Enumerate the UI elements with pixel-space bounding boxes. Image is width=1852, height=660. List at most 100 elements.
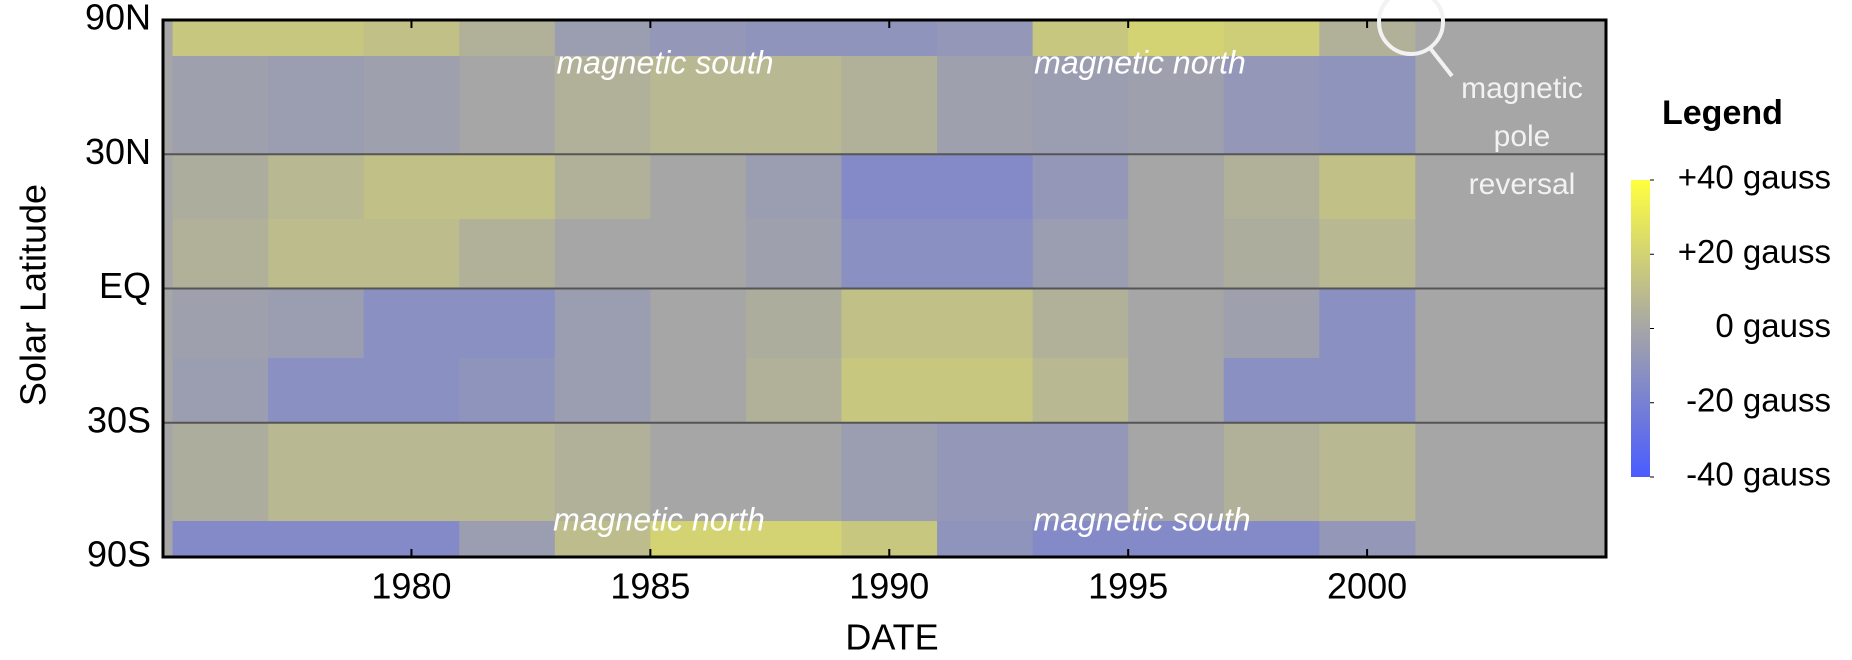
heatmap-cell [937,219,1034,289]
heatmap-cell [1319,55,1416,155]
heatmap-cell [1223,55,1320,155]
heatmap-cell [554,521,651,558]
x-tick-label: 1990 [849,566,929,607]
callout-text: pole [1494,120,1551,153]
heatmap-cell [172,357,269,424]
heatmap-cell [1223,521,1320,558]
heatmap-cell [268,55,365,155]
heatmap-cell [1128,219,1225,289]
heatmap-cell [268,422,365,522]
heatmap-cell [363,422,460,522]
heatmap-cell [554,154,651,220]
callout-line [1428,46,1454,78]
heatmap-cell [172,154,269,220]
heatmap-cell [459,521,556,558]
heatmap-cell [745,219,842,289]
heatmap-cell [650,288,747,359]
annotation: magnetic south [1033,501,1250,537]
heatmap-cell [937,154,1034,220]
heatmap-cell [172,521,269,558]
heatmap-cell [650,55,747,155]
heatmap-cell [268,20,365,57]
heatmap-cell [937,357,1034,424]
heatmap-cell [841,55,938,155]
heatmap-cell [937,422,1034,522]
callout-text: reversal [1469,168,1576,201]
heatmap-cell [745,521,842,558]
x-axis-label: DATE [845,617,938,658]
heatmap-cell [363,219,460,289]
legend-title: Legend [1662,94,1783,132]
heatmap-cell [745,154,842,220]
y-tick-label: 30S [87,399,151,440]
callout-circle [1377,0,1445,56]
annotation: magnetic south [556,44,773,80]
heatmap-cell [172,288,269,359]
heatmap-cell [459,55,556,155]
heatmap-cell [841,154,938,220]
heatmap-cell [1128,357,1225,424]
heatmap-cell [1223,357,1320,424]
heatmap-cell [363,288,460,359]
heatmap-cell [1223,288,1320,359]
heatmap-cell [172,219,269,289]
heatmap-cell [841,219,938,289]
heatmap-cell [268,288,365,359]
heatmap-cell [650,154,747,220]
x-tick-label: 2000 [1327,566,1407,607]
heatmap-cell [841,357,938,424]
heatmap-cell [554,55,651,155]
heatmap-cell [459,288,556,359]
heatmap-cell [554,422,651,522]
heatmap-cell [554,20,651,57]
heatmap-cell [1032,219,1129,289]
heatmap-cell [1128,55,1225,155]
heatmap-cell [172,422,269,522]
x-tick-label: 1995 [1088,566,1168,607]
y-tick-label: 30N [85,131,151,172]
legend-label: 0 gauss [1715,307,1831,344]
heatmap-cell [1128,154,1225,220]
heatmap-cell [745,422,842,522]
heatmap-cell [1319,422,1416,522]
annotation: magnetic north [553,501,765,537]
x-tick-label: 1980 [371,566,451,607]
heatmap-cell [1032,154,1129,220]
legend-label: +40 gauss [1678,159,1831,196]
heatmap-cell [1128,20,1225,57]
heatmap-cell [841,288,938,359]
heatmap-cell [268,219,365,289]
heatmap-cell [937,55,1034,155]
heatmap-cell [1223,219,1320,289]
heatmap-cell [554,357,651,424]
heatmap-cell [554,219,651,289]
heatmap-cell [363,55,460,155]
heatmap-cell [1128,521,1225,558]
heatmap-cell [937,20,1034,57]
heatmap-cell [745,357,842,424]
heatmap-cell [1128,288,1225,359]
heatmap-cell [1032,20,1129,57]
heatmap-cell [1128,422,1225,522]
heatmap-cell [1223,154,1320,220]
heatmap-cell [1319,357,1416,424]
y-tick-label: 90S [87,534,151,575]
heatmap-cell [459,219,556,289]
heatmap-cell [650,357,747,424]
heatmap-cell [1319,219,1416,289]
heatmap-cell [363,357,460,424]
heatmap-cell [1032,288,1129,359]
heatmap-cell [459,20,556,57]
callout-text: magnetic [1461,72,1583,105]
heatmap-cell [937,521,1034,558]
heatmap-cell [1032,422,1129,522]
heatmap-cell [1319,154,1416,220]
y-axis-label: Solar Latitude [13,184,54,406]
heatmap-cell [650,521,747,558]
heatmap-cell [1032,521,1129,558]
heatmap-cell [745,20,842,57]
heatmap-cell [841,422,938,522]
heatmap-cell [650,422,747,522]
heatmap-cell [554,288,651,359]
